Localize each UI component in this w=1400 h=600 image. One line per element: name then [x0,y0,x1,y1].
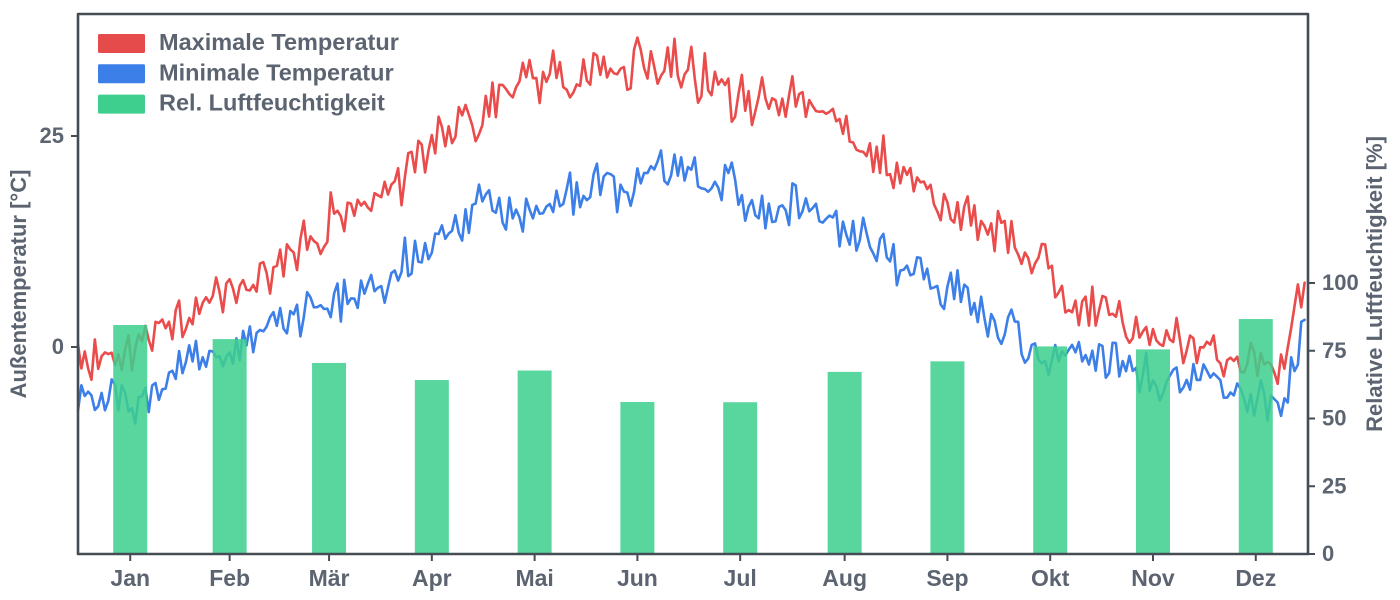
svg-text:Minimale Temperatur: Minimale Temperatur [159,59,394,85]
svg-text:75: 75 [1322,338,1346,363]
svg-text:Jun: Jun [617,565,658,591]
svg-text:Mär: Mär [309,565,350,591]
svg-text:Okt: Okt [1031,565,1070,591]
svg-text:25: 25 [40,123,64,148]
svg-text:Relative Luftfeuchtigkeit [%]: Relative Luftfeuchtigkeit [%] [1362,136,1387,432]
svg-text:50: 50 [1322,406,1346,431]
svg-text:Aug: Aug [822,565,867,591]
svg-text:Rel. Luftfeuchtigkeit: Rel. Luftfeuchtigkeit [159,90,385,116]
svg-text:0: 0 [1322,541,1334,566]
svg-text:Feb: Feb [209,565,250,591]
svg-text:Jan: Jan [110,565,150,591]
svg-text:Jul: Jul [724,565,757,591]
svg-text:0: 0 [52,334,64,359]
svg-text:Maximale Temperatur: Maximale Temperatur [159,29,399,55]
svg-text:Dez: Dez [1235,565,1276,591]
svg-text:Außentemperatur [°C]: Außentemperatur [°C] [6,170,31,399]
svg-text:25: 25 [1322,473,1346,498]
svg-text:Apr: Apr [412,565,452,591]
svg-text:Mai: Mai [515,565,553,591]
svg-text:Sep: Sep [926,565,968,591]
svg-text:Nov: Nov [1131,565,1175,591]
svg-text:100: 100 [1322,270,1359,295]
